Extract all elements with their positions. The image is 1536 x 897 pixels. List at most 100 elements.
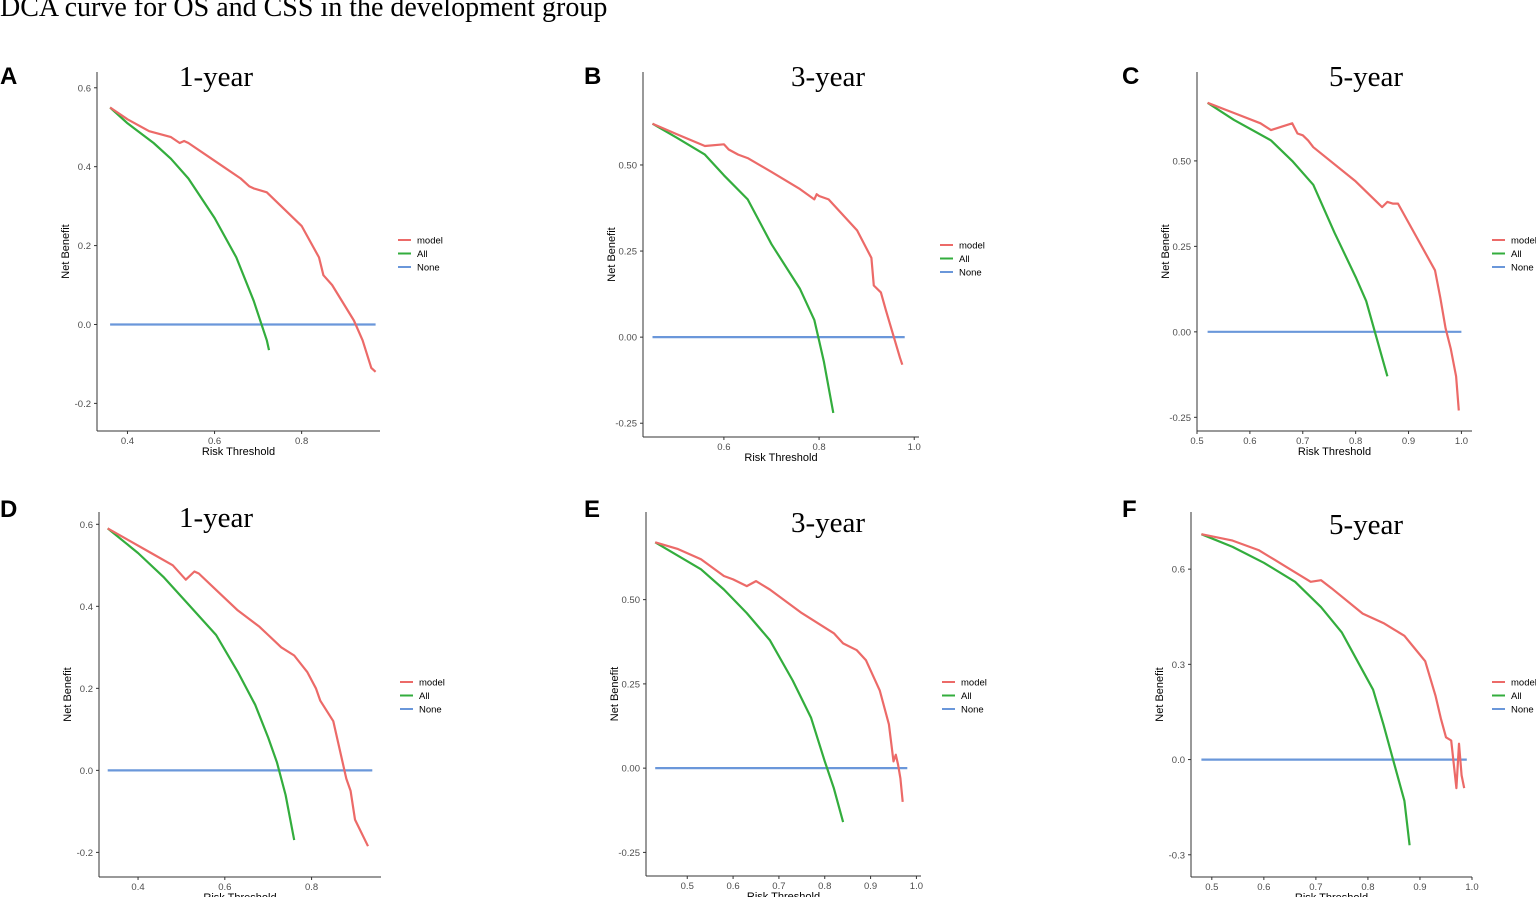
x-tick-label: 0.6: [1243, 436, 1256, 447]
x-axis-title: Risk Threshold: [744, 452, 817, 464]
x-tick-label: 0.6: [726, 881, 739, 892]
y-tick-label: 0.25: [622, 679, 641, 690]
y-axis-title: Net Benefit: [606, 227, 618, 281]
y-tick-label: 0.4: [80, 602, 93, 613]
figure-title: DCA curve for OS and CSS in the developm…: [0, 0, 608, 23]
legend-label-none: None: [961, 705, 984, 716]
y-tick-label: 0.50: [622, 595, 641, 606]
y-tick-label: 0.50: [619, 160, 638, 171]
y-tick-label: 0.6: [78, 83, 91, 94]
y-tick-label: 0.6: [1172, 565, 1185, 576]
y-tick-label: 0.0: [78, 320, 91, 331]
y-tick-label: 0.00: [1173, 327, 1192, 338]
x-tick-label: 1.0: [908, 442, 921, 453]
x-tick-label: 0.6: [717, 442, 730, 453]
y-tick-label: 0.6: [80, 520, 93, 531]
series-line-all: [109, 106, 271, 351]
panel-letter: D: [0, 496, 17, 523]
y-axis-title: Net Benefit: [1160, 224, 1172, 278]
x-axis-title: Risk Threshold: [202, 446, 275, 458]
y-axis-title: Net Benefit: [62, 667, 74, 721]
panel-a: -0.2 0.0 0.2 0.4 0.6 0.4 0.6 0.8 Risk Threshold N…: [0, 61, 443, 458]
panel-title: 3-year: [791, 507, 865, 539]
y-tick-label: -0.25: [618, 848, 640, 859]
legend-label-model: model: [959, 241, 985, 252]
x-tick-label: 0.8: [1349, 436, 1362, 447]
panel-letter: F: [1122, 496, 1137, 523]
x-tick-label: 1.0: [910, 881, 923, 892]
x-tick-label: 0.7: [772, 881, 785, 892]
x-axis-title: Risk Threshold: [203, 892, 276, 897]
y-tick-label: 0.00: [622, 764, 641, 775]
legend-label-all: All: [959, 254, 970, 265]
y-tick-label: 0.25: [1173, 242, 1192, 253]
y-tick-label: -0.2: [75, 399, 91, 410]
x-tick-label: 0.6: [208, 436, 221, 447]
panel-d: -0.2 0.0 0.2 0.4 0.6 0.4 0.6 0.8 Risk Threshold N…: [0, 496, 445, 897]
panel-f: -0.3 0.0 0.3 0.6 0.5 0.6 0.7 0.8 0.9 1.0 Risk Thre…: [1122, 496, 1536, 897]
series-line-all: [651, 122, 835, 414]
y-axis-title: Net Benefit: [1154, 667, 1166, 721]
x-tick-label: 0.8: [1361, 882, 1374, 893]
legend-label-model: model: [1511, 236, 1536, 247]
panel-title: 3-year: [791, 61, 865, 93]
series-line-model: [109, 106, 377, 373]
x-tick-label: 0.5: [1205, 882, 1218, 893]
y-axis-title: Net Benefit: [609, 667, 621, 721]
series-line-all: [107, 527, 296, 841]
series-line-all: [1207, 101, 1389, 377]
legend-label-model: model: [961, 678, 987, 689]
y-tick-label: 0.2: [78, 241, 91, 252]
y-tick-label: -0.2: [77, 848, 93, 859]
x-tick-label: 0.8: [305, 882, 318, 893]
x-tick-label: 0.8: [812, 442, 825, 453]
y-axis-title: Net Benefit: [60, 224, 72, 278]
x-axis-title: Risk Threshold: [1298, 446, 1371, 458]
series-line-all: [1200, 533, 1411, 846]
y-tick-label: 0.50: [1173, 156, 1192, 167]
y-tick-label: 0.25: [619, 247, 638, 258]
x-tick-label: 0.6: [218, 882, 231, 893]
panel-c: -0.25 0.00 0.25 0.50 0.5 0.6 0.7 0.8 0.9 1.0 Risk …: [1122, 61, 1536, 458]
legend-label-all: All: [419, 691, 430, 702]
panel-title: 1-year: [179, 502, 253, 534]
panel-title: 5-year: [1329, 61, 1403, 93]
series-line-all: [654, 541, 845, 823]
x-tick-label: 0.9: [1402, 436, 1415, 447]
x-tick-label: 0.6: [1257, 882, 1270, 893]
x-axis-title: Risk Threshold: [747, 891, 820, 897]
legend-label-all: All: [1511, 249, 1522, 260]
panel-title: 5-year: [1329, 509, 1403, 541]
panel-e: -0.25 0.00 0.25 0.50 0.5 0.6 0.7 0.8 0.9 1.0 Risk …: [584, 496, 987, 897]
x-tick-label: 0.4: [121, 436, 134, 447]
x-tick-label: 1.0: [1465, 882, 1478, 893]
legend-label-model: model: [417, 236, 443, 247]
panel-letter: A: [0, 63, 17, 90]
legend-label-all: All: [1511, 691, 1522, 702]
legend-label-none: None: [419, 705, 442, 716]
x-tick-label: 0.5: [681, 881, 694, 892]
x-tick-label: 1.0: [1455, 436, 1468, 447]
x-tick-label: 0.9: [864, 881, 877, 892]
y-tick-label: 0.4: [78, 162, 91, 173]
series-line-model: [107, 527, 369, 847]
legend-label-none: None: [1511, 263, 1534, 274]
series-line-model: [654, 541, 904, 803]
y-tick-label: 0.3: [1172, 660, 1185, 671]
legend-label-all: All: [417, 249, 428, 260]
x-tick-label: 0.5: [1190, 436, 1203, 447]
panel-b: -0.25 0.00 0.25 0.50 0.6 0.8 1.0 Risk Threshold…: [584, 61, 985, 464]
legend-label-none: None: [959, 268, 982, 279]
legend-label-all: All: [961, 691, 972, 702]
x-tick-label: 0.9: [1413, 882, 1426, 893]
y-tick-label: 0.0: [1172, 755, 1185, 766]
legend-label-none: None: [1511, 705, 1534, 716]
legend-label-model: model: [1511, 678, 1536, 689]
x-tick-label: 0.7: [1309, 882, 1322, 893]
panel-letter: C: [1122, 63, 1139, 90]
legend-label-none: None: [417, 263, 440, 274]
y-tick-label: 0.00: [619, 333, 638, 344]
y-tick-label: 0.2: [80, 684, 93, 695]
legend-label-model: model: [419, 678, 445, 689]
